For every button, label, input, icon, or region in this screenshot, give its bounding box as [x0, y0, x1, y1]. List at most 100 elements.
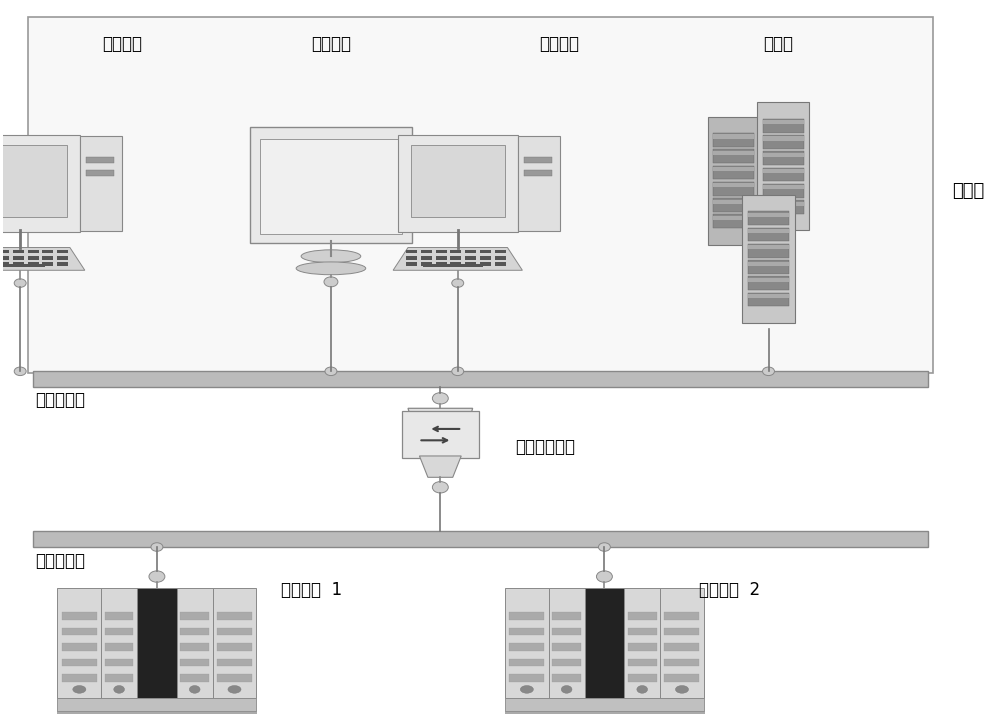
Bar	[421, 256, 432, 260]
Bar	[13, 250, 24, 253]
Bar	[495, 256, 506, 260]
Bar	[585, 588, 624, 698]
Bar	[552, 674, 581, 682]
Bar	[763, 119, 804, 133]
Text: 控制单元  2: 控制单元 2	[699, 581, 760, 599]
Bar	[713, 216, 754, 220]
Bar	[105, 627, 133, 635]
Bar	[450, 256, 461, 260]
Bar	[660, 588, 704, 698]
Bar	[86, 170, 114, 176]
Bar	[105, 612, 133, 620]
Bar	[62, 674, 97, 682]
Ellipse shape	[324, 277, 338, 287]
Bar	[105, 643, 133, 651]
Ellipse shape	[432, 393, 448, 404]
Bar	[57, 698, 256, 711]
Text: 服务器: 服务器	[763, 35, 793, 53]
Bar	[57, 588, 101, 698]
Bar	[13, 262, 24, 266]
Bar	[217, 612, 252, 620]
FancyBboxPatch shape	[757, 103, 809, 230]
Bar	[664, 643, 699, 651]
Bar	[0, 247, 55, 256]
Bar	[217, 643, 252, 651]
Bar	[465, 250, 476, 253]
Bar	[62, 643, 97, 651]
Bar	[713, 199, 754, 204]
Bar	[0, 250, 9, 253]
Bar	[748, 293, 789, 306]
Bar	[505, 698, 704, 711]
Bar	[713, 182, 754, 196]
Bar	[101, 588, 137, 698]
Bar	[62, 627, 97, 635]
Text: 操作员站: 操作员站	[540, 35, 580, 53]
Bar	[86, 156, 114, 163]
Bar	[713, 214, 754, 228]
Bar	[713, 167, 754, 171]
Bar	[713, 149, 754, 163]
Bar	[713, 166, 754, 179]
Text: 工业以太网: 工业以太网	[36, 552, 86, 570]
Bar	[628, 627, 657, 635]
Bar	[42, 262, 53, 266]
Ellipse shape	[149, 571, 165, 582]
Bar	[628, 658, 657, 666]
Bar	[137, 588, 177, 698]
Bar	[423, 265, 483, 267]
Bar	[450, 262, 461, 266]
Bar	[763, 153, 804, 157]
Bar	[495, 262, 506, 266]
Ellipse shape	[432, 482, 448, 493]
Ellipse shape	[561, 685, 572, 693]
Bar	[480, 262, 491, 266]
Bar	[713, 151, 754, 155]
Ellipse shape	[296, 262, 366, 275]
Bar	[748, 229, 789, 233]
Ellipse shape	[520, 685, 533, 693]
FancyBboxPatch shape	[80, 136, 122, 231]
Bar	[436, 250, 447, 253]
Bar	[28, 256, 39, 260]
Bar	[42, 256, 53, 260]
Bar	[628, 612, 657, 620]
Ellipse shape	[637, 685, 648, 693]
Ellipse shape	[73, 685, 86, 693]
Bar	[180, 643, 209, 651]
Bar	[42, 250, 53, 253]
Bar	[509, 612, 544, 620]
Bar	[664, 658, 699, 666]
Bar	[62, 612, 97, 620]
Bar	[763, 135, 804, 149]
Bar	[552, 627, 581, 635]
Bar	[0, 256, 9, 260]
Bar	[421, 250, 432, 253]
Text: 工业以太网: 工业以太网	[36, 391, 86, 409]
Bar	[509, 627, 544, 635]
Bar	[763, 168, 804, 181]
Bar	[748, 245, 789, 250]
Bar	[713, 133, 754, 147]
Ellipse shape	[14, 279, 26, 288]
Bar	[421, 262, 432, 266]
Bar	[411, 145, 505, 217]
Bar	[628, 643, 657, 651]
Bar	[763, 169, 804, 174]
Bar	[524, 156, 552, 163]
FancyBboxPatch shape	[518, 136, 560, 231]
Bar	[436, 256, 447, 260]
Bar	[713, 198, 754, 212]
Bar	[217, 658, 252, 666]
Text: 上位机: 上位机	[952, 182, 985, 200]
Bar	[748, 277, 789, 290]
Bar	[549, 588, 585, 698]
Bar	[28, 250, 39, 253]
Bar	[105, 674, 133, 682]
Bar	[406, 250, 417, 253]
Bar	[177, 588, 213, 698]
Bar	[406, 262, 417, 266]
Bar	[524, 170, 552, 176]
Ellipse shape	[325, 367, 337, 376]
Ellipse shape	[151, 543, 163, 551]
